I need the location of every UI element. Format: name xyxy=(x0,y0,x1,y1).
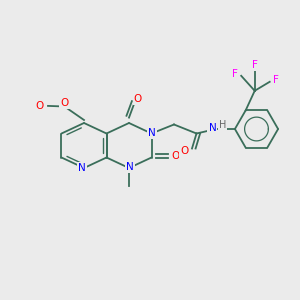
Text: O: O xyxy=(35,101,44,111)
Text: H: H xyxy=(219,120,226,130)
Text: O: O xyxy=(171,151,180,161)
Text: O: O xyxy=(60,98,69,108)
Text: F: F xyxy=(232,69,238,79)
Text: N: N xyxy=(208,123,216,134)
Text: F: F xyxy=(252,60,258,70)
Text: N: N xyxy=(148,128,156,138)
Text: F: F xyxy=(273,75,279,85)
Text: N: N xyxy=(78,163,86,173)
Text: N: N xyxy=(126,162,134,172)
Text: O: O xyxy=(134,94,142,104)
Text: O: O xyxy=(180,146,189,156)
